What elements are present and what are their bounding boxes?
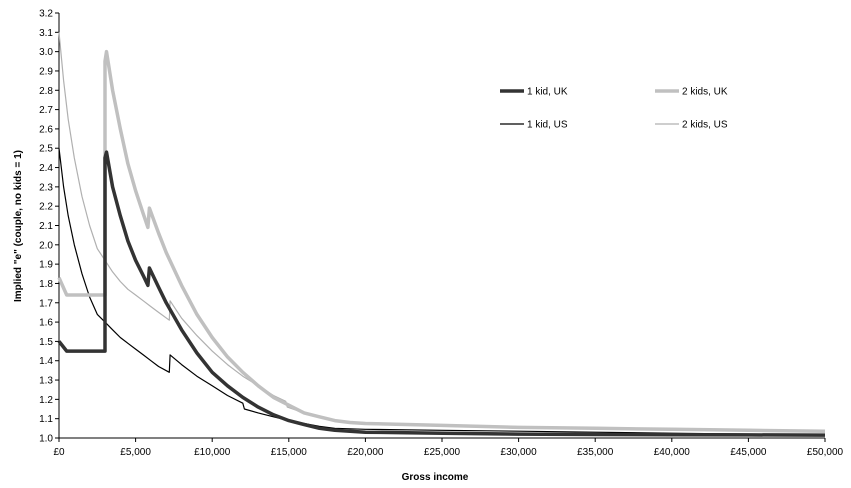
- series-line-2-kids-uk: [57, 49, 826, 433]
- y-tick-label: 1.6: [39, 318, 53, 329]
- y-tick-label: 1.7: [39, 298, 53, 309]
- y-tick-label: 3.0: [39, 47, 53, 58]
- y-tick-label: 1.1: [39, 414, 53, 425]
- x-tick-label: £0: [53, 447, 65, 458]
- y-tick-label: 3.2: [39, 9, 53, 20]
- y-axis-title: Implied "e" (couple, no kids = 1): [13, 150, 24, 302]
- x-tick-label: £45,000: [730, 447, 767, 458]
- x-tick-label: £25,000: [424, 447, 461, 458]
- y-tick-label: 2.0: [39, 240, 53, 251]
- y-tick-label: 2.2: [39, 202, 53, 213]
- y-tick-label: 2.5: [39, 144, 53, 155]
- series-line-1-kid-us: [58, 148, 825, 435]
- y-tick-label: 1.2: [39, 395, 53, 406]
- x-tick-label: £40,000: [654, 447, 691, 458]
- y-tick-label: 2.9: [39, 66, 53, 77]
- legend-label-2-kids-uk: 2 kids, UK: [682, 87, 728, 98]
- x-tick-label: £35,000: [577, 447, 614, 458]
- y-tick-label: 2.6: [39, 124, 53, 135]
- y-tick-label: 2.4: [39, 163, 53, 174]
- y-tick-label: 3.1: [39, 28, 53, 39]
- x-tick-label: £20,000: [347, 447, 384, 458]
- y-tick-label: 2.1: [39, 221, 53, 232]
- y-tick-label: 1.4: [39, 356, 53, 367]
- y-tick-label: 2.3: [39, 182, 53, 193]
- legend-label-1-kid-us: 1 kid, US: [527, 120, 568, 131]
- legend: 1 kid, UK 2 kids, UK 1 kid, US 2 kids, US: [500, 87, 728, 131]
- legend-label-2-kids-us: 2 kids, US: [682, 120, 728, 131]
- y-tick-label: 1.0: [39, 434, 53, 445]
- x-tick-label: £50,000: [807, 447, 844, 458]
- x-tick-label: £10,000: [194, 447, 231, 458]
- x-tick-label: £5,000: [120, 447, 151, 458]
- x-axis-title: Gross income: [402, 472, 469, 483]
- y-tick-label: 1.3: [39, 376, 53, 387]
- axes-layer: 1.0 1.1 1.2 1.3 1.4 1.5 1.6 1.7 1.8 1.9 2.0 2.1 2.2 2…: [39, 9, 843, 459]
- y-tick-label: 2.8: [39, 86, 53, 97]
- series-line-1-kid-uk: [57, 150, 826, 437]
- y-tick-label: 2.7: [39, 105, 53, 116]
- legend-label-1-kid-uk: 1 kid, UK: [527, 87, 568, 98]
- x-tick-label: £15,000: [271, 447, 308, 458]
- x-tick-label: £30,000: [501, 447, 538, 458]
- y-tick-label: 1.8: [39, 279, 53, 290]
- y-tick-label: 1.5: [39, 337, 53, 348]
- series-layer: [57, 32, 826, 437]
- y-tick-label: 1.9: [39, 260, 53, 271]
